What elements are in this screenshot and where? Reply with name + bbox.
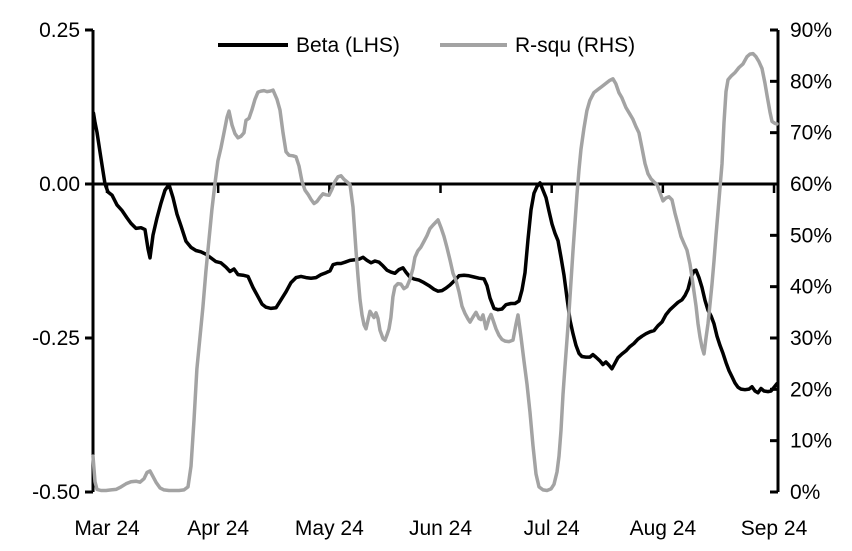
rsq-series-line	[91, 51, 779, 493]
right-axis-tick-label: 90%	[790, 19, 832, 42]
x-axis-tick-label: Apr 24	[187, 517, 249, 540]
left-axis-tick-label: 0.25	[39, 19, 80, 42]
right-axis-tick-label: 60%	[790, 173, 832, 196]
x-axis-tick-label: Sep 24	[741, 517, 808, 540]
right-axis-tick-label: 80%	[790, 70, 832, 93]
x-axis-tick-label: Mar 24	[74, 517, 140, 540]
right-axis-tick-label: 20%	[790, 378, 832, 401]
right-axis-tick-label: 50%	[790, 224, 832, 247]
left-axis-tick-label: -0.25	[32, 327, 80, 350]
x-axis-tick-label: Jul 24	[524, 517, 580, 540]
left-axis-tick-label: -0.50	[32, 481, 80, 504]
x-axis-tick-label: May 24	[295, 517, 364, 540]
x-axis-tick-label: Aug 24	[630, 517, 697, 540]
x-axis-tick-label: Jun 24	[409, 517, 472, 540]
left-axis-tick-label: 0.00	[39, 173, 80, 196]
right-axis-tick-label: 70%	[790, 122, 832, 145]
right-axis-tick-label: 10%	[790, 430, 832, 453]
right-axis-tick-label: 0%	[790, 481, 820, 504]
right-axis-tick-label: 40%	[790, 276, 832, 299]
beta-series-line	[91, 111, 779, 395]
legend-label-beta: Beta (LHS)	[296, 34, 400, 57]
right-axis-tick-label: 30%	[790, 327, 832, 350]
legend-label-rsq: R-squ (RHS)	[515, 34, 635, 57]
